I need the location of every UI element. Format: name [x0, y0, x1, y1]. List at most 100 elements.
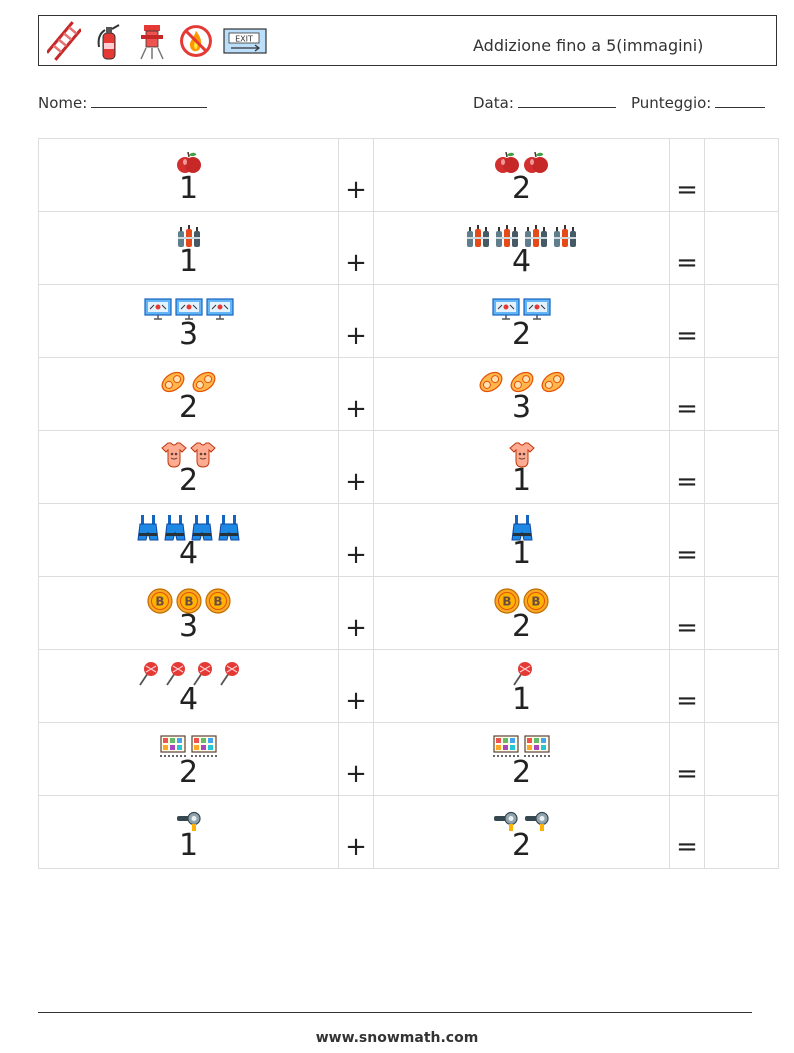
svg-text:B: B	[531, 595, 540, 609]
plus-sign: +	[345, 467, 367, 497]
gas-cylinders-icon	[494, 223, 520, 249]
plus-cell: +	[338, 430, 374, 504]
lollipop-icon	[217, 661, 241, 687]
second-addend-pictures	[374, 221, 669, 251]
fire-alarm-panel-icon	[174, 297, 203, 321]
equals-cell: =	[669, 576, 705, 650]
problems-table: 1 + 2 = 1 + 4 = 3	[38, 138, 779, 869]
second-addend-cell: 1	[373, 430, 670, 504]
first-addend-number: 3	[178, 609, 199, 644]
plus-sign: +	[345, 759, 367, 789]
apple-icon	[176, 150, 202, 176]
first-addend-cell: 2	[38, 722, 339, 796]
second-addend-number: 2	[511, 828, 532, 863]
control-board-icon	[159, 734, 187, 760]
lollipop-icon	[510, 661, 534, 687]
hose-reel-icon	[159, 368, 187, 396]
name-field[interactable]: Nome:	[38, 93, 208, 112]
score-blank[interactable]	[715, 93, 766, 108]
gas-cylinders-icon	[552, 223, 578, 249]
fire-extinguisher-icon	[97, 24, 120, 60]
worksheet-title: Addizione fino a 5(immagini)	[473, 36, 704, 55]
footer-website: www.snowmath.com	[315, 1030, 479, 1046]
problem-row: 1 + 2 =	[38, 795, 779, 869]
first-addend-cell: B B B 3	[38, 576, 339, 650]
answer-cell[interactable]	[704, 503, 779, 577]
first-addend-cell: 4	[38, 649, 339, 723]
date-field[interactable]: Data:	[473, 93, 616, 112]
control-board-icon	[492, 734, 520, 760]
first-addend-pictures	[39, 732, 338, 762]
header-icons: EXIT	[47, 21, 267, 61]
answer-cell[interactable]	[704, 430, 779, 504]
plus-cell: +	[338, 357, 374, 431]
first-addend-pictures	[39, 294, 338, 324]
footer-divider	[38, 1012, 752, 1013]
plus-sign: +	[345, 175, 367, 205]
date-blank[interactable]	[517, 93, 616, 108]
coin-icon: B	[204, 588, 231, 614]
score-field[interactable]: Punteggio:	[631, 93, 766, 112]
second-addend-cell: 1	[373, 649, 670, 723]
first-addend-cell: 1	[38, 138, 339, 212]
name-blank[interactable]	[91, 93, 208, 108]
overalls-icon	[163, 514, 187, 542]
answer-cell[interactable]	[704, 284, 779, 358]
lollipop-icon	[136, 661, 160, 687]
answer-cell[interactable]	[704, 138, 779, 212]
equals-cell: =	[669, 795, 705, 869]
equals-sign: =	[676, 613, 698, 643]
student-fields: Nome: Data: Punteggio:	[38, 93, 777, 115]
second-addend-pictures	[374, 440, 669, 470]
plus-cell: +	[338, 211, 374, 285]
overalls-icon	[136, 514, 160, 542]
equals-sign: =	[676, 175, 698, 205]
plus-sign: +	[345, 540, 367, 570]
second-addend-pictures	[374, 659, 669, 689]
first-addend-pictures	[39, 148, 338, 178]
equals-cell: =	[669, 357, 705, 431]
fire-hydrant-icon	[140, 25, 164, 60]
answer-cell[interactable]	[704, 795, 779, 869]
equals-sign: =	[676, 686, 698, 716]
first-addend-cell: 1	[38, 211, 339, 285]
gas-cylinders-icon	[465, 223, 491, 249]
problem-row: 2 + 2 =	[38, 722, 779, 796]
first-addend-pictures	[39, 440, 338, 470]
answer-cell[interactable]	[704, 357, 779, 431]
gas-cylinders-icon	[176, 223, 202, 249]
svg-text:B: B	[184, 595, 193, 609]
hose-reel-icon	[477, 368, 505, 396]
first-addend-pictures	[39, 805, 338, 835]
first-addend-number: 1	[178, 171, 199, 206]
hose-reel-icon	[508, 368, 536, 396]
equals-cell: =	[669, 211, 705, 285]
hose-reel-icon	[190, 368, 218, 396]
plus-sign: +	[345, 613, 367, 643]
fire-alarm-panel-icon	[143, 297, 172, 321]
first-addend-cell: 4	[38, 503, 339, 577]
nozzle-icon	[523, 807, 551, 833]
problem-row: 4 + 1 =	[38, 503, 779, 577]
first-addend-number: 4	[178, 682, 199, 717]
first-addend-cell: 2	[38, 430, 339, 504]
answer-cell[interactable]	[704, 649, 779, 723]
control-board-icon	[190, 734, 218, 760]
baby-bodysuit-icon	[161, 441, 187, 469]
answer-cell[interactable]	[704, 576, 779, 650]
equals-sign: =	[676, 394, 698, 424]
first-addend-number: 4	[178, 536, 199, 571]
score-label: Punteggio:	[631, 94, 712, 112]
answer-cell[interactable]	[704, 722, 779, 796]
fire-alarm-panel-icon	[523, 297, 551, 321]
plus-sign: +	[345, 248, 367, 278]
problem-row: 3 + 2 =	[38, 284, 779, 358]
answer-cell[interactable]	[704, 211, 779, 285]
second-addend-cell: 2	[373, 138, 670, 212]
overalls-icon	[510, 514, 534, 542]
second-addend-cell: 2	[373, 795, 670, 869]
plus-cell: +	[338, 138, 374, 212]
plus-cell: +	[338, 722, 374, 796]
